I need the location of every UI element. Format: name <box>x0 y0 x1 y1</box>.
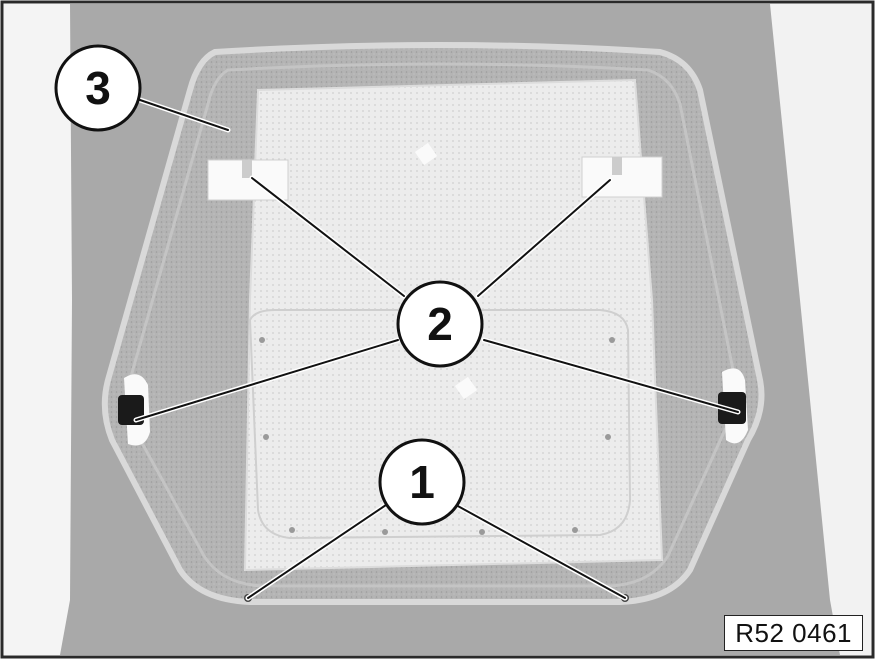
callout-2: 2 <box>396 280 484 368</box>
leader-2-side-right <box>483 339 739 413</box>
right-background <box>770 4 871 655</box>
mesh-mark-lower <box>454 376 478 400</box>
leader-2-top-left <box>251 177 405 297</box>
leader-lines-core <box>135 99 739 599</box>
callout-1: 1 <box>378 438 466 526</box>
leader-3 <box>139 99 229 131</box>
leader-1-right <box>455 504 626 599</box>
rivets <box>259 337 615 535</box>
leader-2-side-left <box>135 339 399 421</box>
leader-2-top-right <box>477 179 611 297</box>
mesh-mark-upper <box>414 142 438 166</box>
inner-frame-outline <box>248 309 632 540</box>
callout-1-number: 1 <box>409 456 435 508</box>
figure-reference-code: R52 0461 <box>724 615 863 651</box>
callout-3-number: 3 <box>85 62 111 114</box>
leader-1-left <box>247 504 387 599</box>
clip-side-right <box>718 368 748 444</box>
callout-2-number: 2 <box>427 298 453 350</box>
callout-3: 3 <box>54 44 142 132</box>
